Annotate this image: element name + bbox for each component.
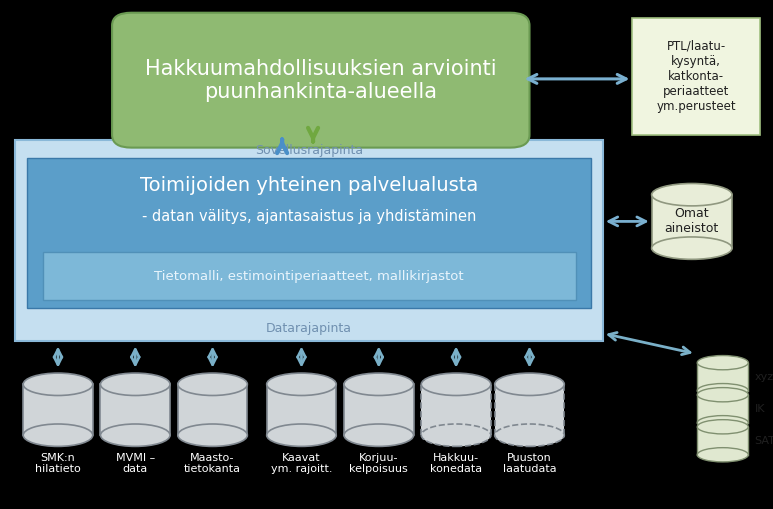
Text: xyz: xyz [754,372,773,382]
Bar [697,395,748,422]
Text: - datan välitys, ajantasaistus ja yhdistäminen: - datan välitys, ajantasaistus ja yhdist… [142,209,476,224]
Ellipse shape [697,384,748,398]
FancyBboxPatch shape [112,13,530,148]
Text: Sovellusrajapinta: Sovellusrajapinta [255,144,363,157]
Text: Maasto-
tietokanta: Maasto- tietokanta [184,453,241,474]
Bar [652,195,732,248]
Ellipse shape [23,373,93,395]
Text: PTL/laatu-
kysyntä,
katkonta-
periaatteet
ym.perusteet: PTL/laatu- kysyntä, katkonta- periaattee… [656,40,736,113]
Text: Tietomalli, estimointiperiaatteet, mallikirjastot: Tietomalli, estimointiperiaatteet, malli… [155,270,464,282]
Ellipse shape [697,415,748,430]
Ellipse shape [100,373,170,395]
Ellipse shape [344,373,414,395]
Text: Datarajapinta: Datarajapinta [266,322,352,335]
Text: Kaavat
ym. rajoitt.: Kaavat ym. rajoitt. [271,453,332,474]
Text: Korjuu-
kelpoisuus: Korjuu- kelpoisuus [349,453,408,474]
Bar [23,384,93,435]
Text: MVMI –
data: MVMI – data [116,453,155,474]
Ellipse shape [495,424,564,446]
Text: Hakkuumahdollisuuksien arviointi
puunhankinta-alueella: Hakkuumahdollisuuksien arviointi puunhan… [145,59,496,102]
Ellipse shape [697,448,748,462]
Ellipse shape [23,424,93,446]
Text: IK: IK [754,404,765,414]
FancyBboxPatch shape [43,252,576,300]
Ellipse shape [344,424,414,446]
Text: SMK:n
hilatieto: SMK:n hilatieto [35,453,81,474]
Ellipse shape [178,373,247,395]
FancyBboxPatch shape [15,140,603,341]
Ellipse shape [178,424,247,446]
Bar [267,384,336,435]
Ellipse shape [697,419,748,434]
FancyBboxPatch shape [632,18,760,135]
Ellipse shape [495,373,564,395]
Ellipse shape [421,373,491,395]
FancyBboxPatch shape [27,158,591,308]
Text: Puuston
laatudata: Puuston laatudata [502,453,557,474]
Bar [100,384,170,435]
Bar [421,384,491,435]
Ellipse shape [267,424,336,446]
Text: Omat
aineistot: Omat aineistot [665,207,719,236]
Ellipse shape [100,424,170,446]
Text: Toimijoiden yhteinen palvelualusta: Toimijoiden yhteinen palvelualusta [140,176,478,195]
Bar [697,427,748,455]
Ellipse shape [267,373,336,395]
Bar [495,384,564,435]
Ellipse shape [421,424,491,446]
Ellipse shape [652,184,732,206]
Text: SAT: SAT [754,436,773,446]
Ellipse shape [652,237,732,260]
Text: Hakkuu-
konedata: Hakkuu- konedata [430,453,482,474]
Bar [344,384,414,435]
Bar [178,384,247,435]
Ellipse shape [697,388,748,402]
Bar [697,362,748,391]
Ellipse shape [697,355,748,370]
